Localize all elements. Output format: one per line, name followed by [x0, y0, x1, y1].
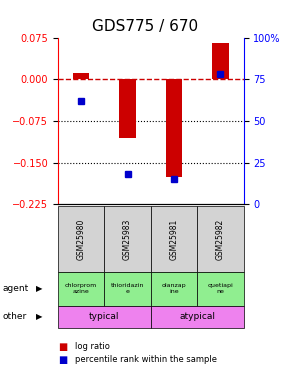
Bar [166, 79, 182, 177]
Text: ■: ■ [58, 355, 67, 365]
Text: thioridazin
e: thioridazin e [111, 284, 144, 294]
Text: ▶: ▶ [36, 284, 42, 293]
Text: other: other [3, 312, 27, 321]
Bar [119, 79, 136, 138]
Text: ▶: ▶ [36, 312, 42, 321]
Text: quetiapi
ne: quetiapi ne [208, 284, 233, 294]
Text: atypical: atypical [179, 312, 215, 321]
Text: typical: typical [89, 312, 120, 321]
Text: GSM25983: GSM25983 [123, 218, 132, 260]
Bar [212, 43, 229, 79]
Text: GDS775 / 670: GDS775 / 670 [92, 19, 198, 34]
Text: GSM25980: GSM25980 [77, 218, 86, 260]
Text: chlorprom
azine: chlorprom azine [65, 284, 97, 294]
Text: GSM25982: GSM25982 [216, 218, 225, 259]
Text: percentile rank within the sample: percentile rank within the sample [75, 356, 218, 364]
Text: GSM25981: GSM25981 [169, 218, 179, 259]
Bar [73, 72, 89, 79]
Text: agent: agent [3, 284, 29, 293]
Text: ■: ■ [58, 342, 67, 352]
Text: log ratio: log ratio [75, 342, 110, 351]
Text: olanzap
ine: olanzap ine [162, 284, 186, 294]
